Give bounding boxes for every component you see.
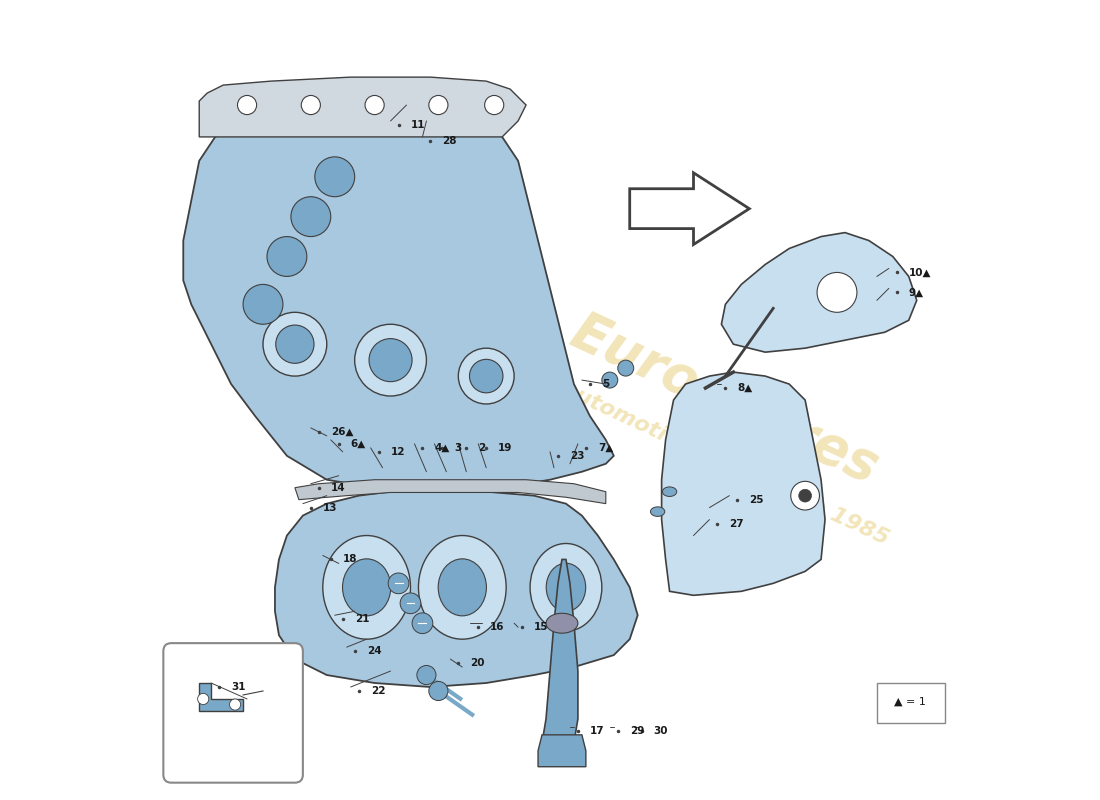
- Ellipse shape: [342, 559, 390, 616]
- Text: 16: 16: [491, 622, 505, 632]
- Polygon shape: [542, 559, 578, 750]
- Polygon shape: [295, 480, 606, 504]
- Ellipse shape: [662, 487, 676, 497]
- Circle shape: [263, 312, 327, 376]
- Text: 13: 13: [322, 502, 338, 513]
- Circle shape: [243, 285, 283, 324]
- Circle shape: [429, 95, 448, 114]
- Text: 11: 11: [410, 120, 425, 130]
- Text: 12: 12: [390, 447, 405, 457]
- Polygon shape: [661, 372, 825, 595]
- Ellipse shape: [418, 535, 506, 639]
- Polygon shape: [199, 683, 243, 711]
- Ellipse shape: [530, 543, 602, 631]
- Circle shape: [470, 359, 503, 393]
- Text: 19: 19: [498, 443, 513, 453]
- Text: 9▲: 9▲: [909, 287, 924, 298]
- Text: 31: 31: [231, 682, 245, 692]
- Text: 29: 29: [629, 726, 645, 736]
- Ellipse shape: [322, 535, 410, 639]
- Circle shape: [198, 694, 209, 705]
- Text: 27: 27: [729, 518, 744, 529]
- Circle shape: [354, 324, 427, 396]
- Circle shape: [417, 666, 436, 685]
- Text: 26▲: 26▲: [331, 427, 353, 437]
- Polygon shape: [629, 173, 749, 245]
- Text: 10▲: 10▲: [909, 267, 932, 278]
- Ellipse shape: [650, 507, 664, 516]
- Polygon shape: [199, 77, 526, 137]
- Ellipse shape: [547, 563, 585, 611]
- Text: 14: 14: [331, 482, 345, 493]
- Circle shape: [267, 237, 307, 277]
- Text: 2: 2: [478, 443, 485, 453]
- Text: 22: 22: [371, 686, 385, 696]
- Text: 20: 20: [471, 658, 485, 668]
- Text: 23: 23: [570, 451, 584, 461]
- Ellipse shape: [438, 559, 486, 616]
- Text: 6▲: 6▲: [351, 439, 366, 449]
- Circle shape: [276, 325, 314, 363]
- Text: 5: 5: [602, 379, 609, 389]
- Text: 3: 3: [454, 443, 462, 453]
- Text: ▲ = 1: ▲ = 1: [894, 696, 926, 706]
- Circle shape: [230, 699, 241, 710]
- Circle shape: [602, 372, 618, 388]
- Polygon shape: [722, 233, 916, 352]
- Circle shape: [485, 95, 504, 114]
- Text: 24: 24: [366, 646, 382, 656]
- Circle shape: [315, 157, 354, 197]
- Circle shape: [301, 95, 320, 114]
- Circle shape: [400, 593, 421, 614]
- Circle shape: [412, 613, 432, 634]
- Text: 15: 15: [535, 622, 549, 632]
- Text: 4▲: 4▲: [434, 443, 450, 453]
- Text: automotive parts since 1985: automotive parts since 1985: [559, 379, 892, 549]
- Circle shape: [618, 360, 634, 376]
- Circle shape: [365, 95, 384, 114]
- Circle shape: [791, 482, 820, 510]
- FancyBboxPatch shape: [877, 683, 945, 723]
- Text: 28: 28: [442, 136, 456, 146]
- Circle shape: [429, 682, 448, 701]
- Text: 21: 21: [354, 614, 370, 624]
- Circle shape: [388, 573, 409, 594]
- Text: 30: 30: [653, 726, 668, 736]
- Circle shape: [799, 490, 812, 502]
- Polygon shape: [184, 109, 614, 496]
- Text: 18: 18: [343, 554, 358, 565]
- Circle shape: [290, 197, 331, 237]
- Text: 25: 25: [749, 494, 763, 505]
- Text: Eurospares: Eurospares: [563, 306, 888, 494]
- Text: 7▲: 7▲: [597, 443, 613, 453]
- Circle shape: [238, 95, 256, 114]
- Circle shape: [817, 273, 857, 312]
- Circle shape: [368, 338, 412, 382]
- Text: 17: 17: [590, 726, 605, 736]
- Polygon shape: [275, 492, 638, 687]
- Text: 8▲: 8▲: [737, 383, 752, 393]
- Circle shape: [459, 348, 514, 404]
- Polygon shape: [538, 735, 586, 766]
- FancyBboxPatch shape: [163, 643, 302, 782]
- Ellipse shape: [546, 614, 578, 633]
